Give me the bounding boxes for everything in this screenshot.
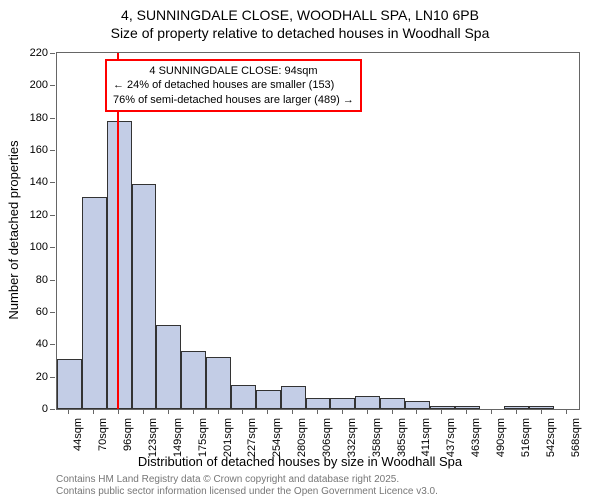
histogram-bar: [355, 396, 380, 409]
y-tick-mark: [50, 182, 55, 183]
y-tick-label: 40: [0, 338, 48, 350]
histogram-bar: [529, 406, 554, 409]
annotation-line-2: ← 24% of detached houses are smaller (15…: [113, 78, 354, 92]
x-tick-mark: [168, 409, 169, 414]
title-line-2: Size of property relative to detached ho…: [0, 24, 600, 42]
x-tick-mark: [317, 409, 318, 414]
x-tick-mark: [68, 409, 69, 414]
y-tick-label: 80: [0, 274, 48, 286]
x-axis-ticks: 44sqm 70sqm 96sqm 123sqm 149sqm 175sqm 201sqm 2…: [56, 410, 580, 460]
y-tick-mark: [50, 53, 55, 54]
x-tick-label: 411sqm: [420, 418, 432, 456]
y-axis-ticks: 020406080100120140160180200220: [0, 52, 54, 410]
x-tick-label: 280sqm: [296, 418, 308, 457]
x-tick-mark: [466, 409, 467, 414]
x-tick-label: 201sqm: [222, 418, 234, 457]
y-tick-label: 140: [0, 176, 48, 188]
x-tick-mark: [566, 409, 567, 414]
annotation-line-1: 4 SUNNINGDALE CLOSE: 94sqm: [113, 64, 354, 78]
annotation-line-3: 76% of semi-detached houses are larger (…: [113, 93, 354, 107]
plot-area: 4 SUNNINGDALE CLOSE: 94sqm ← 24% of deta…: [56, 52, 580, 410]
histogram-bar: [231, 385, 256, 409]
y-tick-label: 220: [0, 47, 48, 59]
x-tick-label: 123sqm: [147, 418, 159, 457]
x-tick-label: 568sqm: [570, 418, 582, 457]
y-tick-mark: [50, 150, 55, 151]
histogram-bar: [256, 390, 281, 409]
y-tick-label: 180: [0, 112, 48, 124]
annotation-box: 4 SUNNINGDALE CLOSE: 94sqm ← 24% of deta…: [105, 59, 362, 112]
x-tick-mark: [441, 409, 442, 414]
x-tick-label: 227sqm: [246, 418, 258, 457]
histogram-bar: [306, 398, 331, 409]
histogram-bar: [281, 386, 306, 409]
histogram-bar: [330, 398, 355, 409]
x-tick-label: 490sqm: [495, 418, 507, 457]
histogram-bar: [206, 357, 231, 409]
y-tick-mark: [50, 312, 55, 313]
x-tick-mark: [541, 409, 542, 414]
x-tick-mark: [491, 409, 492, 414]
x-tick-mark: [193, 409, 194, 414]
histogram-bar: [156, 325, 181, 409]
x-tick-label: 385sqm: [396, 418, 408, 457]
x-tick-mark: [143, 409, 144, 414]
y-tick-mark: [50, 118, 55, 119]
x-tick-label: 254sqm: [271, 418, 283, 457]
x-tick-label: 516sqm: [520, 418, 532, 457]
x-tick-label: 70sqm: [97, 418, 109, 451]
x-tick-label: 175sqm: [197, 418, 209, 457]
y-tick-label: 60: [0, 306, 48, 318]
x-tick-mark: [118, 409, 119, 414]
x-axis-label: Distribution of detached houses by size …: [0, 454, 600, 469]
x-tick-label: 96sqm: [122, 418, 134, 451]
y-tick-label: 20: [0, 371, 48, 383]
y-tick-label: 160: [0, 144, 48, 156]
x-tick-mark: [416, 409, 417, 414]
histogram-bar: [504, 406, 529, 409]
x-tick-mark: [218, 409, 219, 414]
x-tick-mark: [267, 409, 268, 414]
y-tick-mark: [50, 409, 55, 410]
x-tick-mark: [342, 409, 343, 414]
y-tick-mark: [50, 215, 55, 216]
y-tick-label: 200: [0, 79, 48, 91]
x-tick-label: 463sqm: [470, 418, 482, 457]
x-tick-label: 149sqm: [172, 418, 184, 457]
y-tick-mark: [50, 344, 55, 345]
histogram-bar: [132, 184, 157, 409]
x-tick-label: 44sqm: [72, 418, 84, 451]
y-tick-label: 0: [0, 403, 48, 415]
x-tick-mark: [392, 409, 393, 414]
histogram-bar: [181, 351, 206, 409]
histogram-bar: [82, 197, 107, 409]
footer-line-1: Contains HM Land Registry data © Crown c…: [56, 474, 438, 486]
footer-line-2: Contains public sector information licen…: [56, 486, 438, 498]
histogram-bar: [57, 359, 82, 409]
y-tick-label: 100: [0, 241, 48, 253]
title-line-1: 4, SUNNINGDALE CLOSE, WOODHALL SPA, LN10…: [0, 6, 600, 24]
x-tick-mark: [516, 409, 517, 414]
x-tick-label: 437sqm: [445, 418, 457, 457]
x-tick-label: 332sqm: [346, 418, 358, 457]
y-tick-label: 120: [0, 209, 48, 221]
x-tick-mark: [242, 409, 243, 414]
y-tick-mark: [50, 280, 55, 281]
x-tick-label: 542sqm: [545, 418, 557, 457]
histogram-bar: [380, 398, 405, 409]
x-tick-mark: [367, 409, 368, 414]
x-tick-label: 306sqm: [321, 418, 333, 457]
chart-container: 4, SUNNINGDALE CLOSE, WOODHALL SPA, LN10…: [0, 0, 600, 500]
chart-title: 4, SUNNINGDALE CLOSE, WOODHALL SPA, LN10…: [0, 0, 600, 42]
x-tick-mark: [93, 409, 94, 414]
x-tick-label: 358sqm: [371, 418, 383, 457]
footer-credits: Contains HM Land Registry data © Crown c…: [56, 474, 438, 498]
histogram-bar: [405, 401, 430, 409]
y-tick-mark: [50, 377, 55, 378]
y-tick-mark: [50, 247, 55, 248]
y-tick-mark: [50, 85, 55, 86]
x-tick-mark: [292, 409, 293, 414]
